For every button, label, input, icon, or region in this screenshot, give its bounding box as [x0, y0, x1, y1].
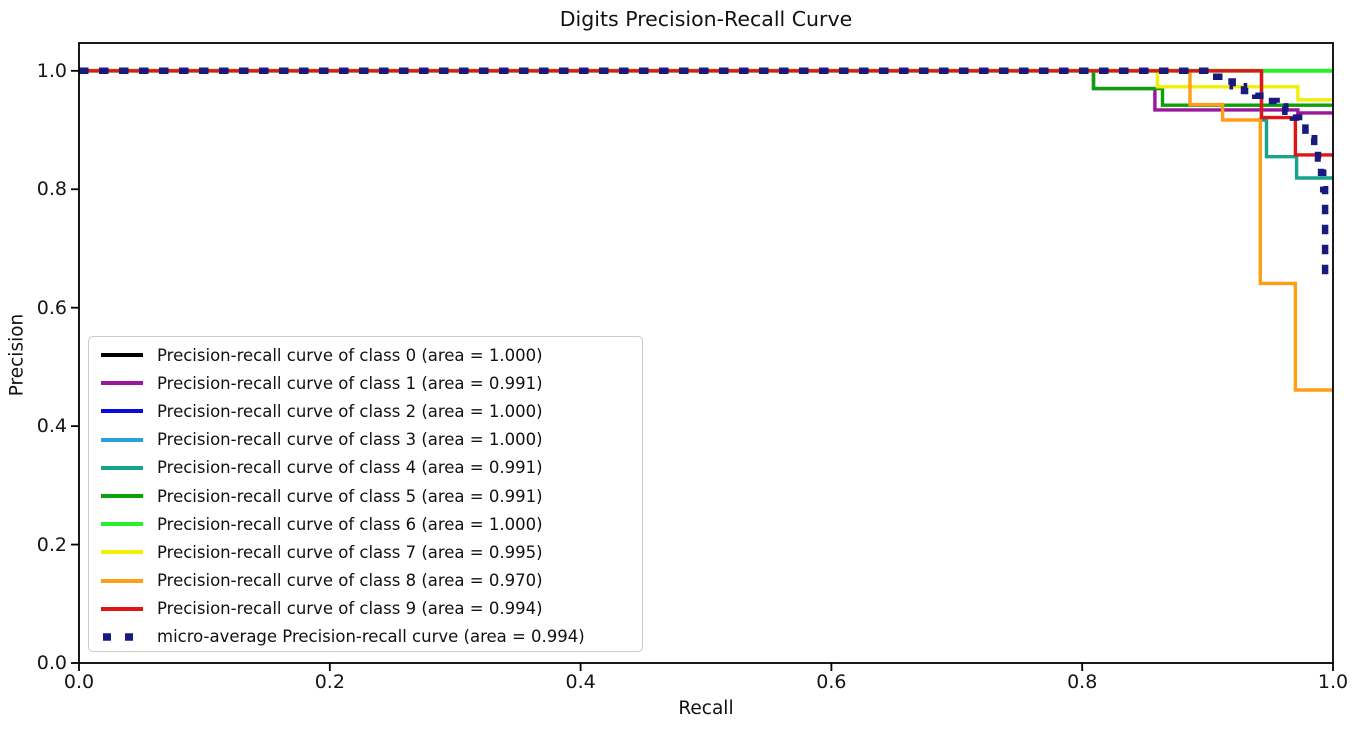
curve-class-1: [79, 69, 1333, 115]
legend-swatch-class-1: [101, 381, 143, 386]
legend-item-class-7: Precision-recall curve of class 7 (area …: [99, 538, 642, 566]
legend-item-class-8: Precision-recall curve of class 8 (area …: [99, 567, 642, 595]
curve-class-5: [79, 69, 1333, 107]
legend-swatch-class-0: [101, 353, 143, 358]
x-tick-label: 0.4: [565, 671, 596, 693]
legend-item-class-2: Precision-recall curve of class 2 (area …: [99, 397, 642, 425]
legend-swatch-class-8: [101, 578, 143, 583]
x-tick-label: 0.8: [1067, 671, 1098, 693]
curve-class-8: [79, 69, 1333, 392]
y-tick-label: 0.2: [36, 533, 67, 556]
legend-item-class-5: Precision-recall curve of class 5 (area …: [99, 482, 642, 510]
y-tick-label: 1.0: [36, 59, 67, 82]
legend-swatch-class-4: [101, 465, 143, 470]
legend-item-label: Precision-recall curve of class 8 (area …: [157, 571, 543, 591]
curve-class-7: [79, 69, 1333, 102]
x-tick-label: 0.0: [63, 671, 95, 693]
legend-item-label: Precision-recall curve of class 2 (area …: [157, 401, 543, 421]
legend-item-label: Precision-recall curve of class 1 (area …: [157, 373, 543, 393]
legend-item-class-3: Precision-recall curve of class 3 (area …: [99, 426, 642, 454]
legend-swatch-class-9: [101, 606, 143, 611]
curve-class-4: [79, 69, 1333, 180]
legend-item-class-0: Precision-recall curve of class 0 (area …: [99, 341, 642, 369]
legend-item-label: Precision-recall curve of class 0 (area …: [157, 345, 543, 365]
legend-item-label: Precision-recall curve of class 3 (area …: [157, 430, 543, 450]
legend-item-label: Precision-recall curve of class 5 (area …: [157, 486, 543, 506]
legend-item-label: micro-average Precision-recall curve (ar…: [157, 627, 585, 647]
curve-class-9: [79, 69, 1333, 157]
legend-item-class-1: Precision-recall curve of class 1 (area …: [99, 369, 642, 397]
legend-swatch-class-3: [101, 437, 143, 442]
x-axis-label: Recall: [678, 698, 734, 719]
x-tick-label: 1.0: [1317, 671, 1349, 693]
legend-item-class-6: Precision-recall curve of class 6 (area …: [99, 510, 642, 538]
legend-item-label: Precision-recall curve of class 7 (area …: [157, 542, 543, 562]
legend: Precision-recall curve of class 0 (area …: [88, 336, 643, 652]
legend-item-class-9: Precision-recall curve of class 9 (area …: [99, 595, 642, 623]
curve-micro-average: [79, 67, 1329, 276]
legend-swatch-micro-average: [103, 633, 143, 641]
x-tick-label: 0.2: [314, 671, 345, 693]
y-tick-label: 0.8: [36, 178, 67, 201]
y-tick-label: 0.4: [36, 415, 67, 438]
x-tick-label: 0.6: [816, 671, 847, 693]
legend-item-micro-average: micro-average Precision-recall curve (ar…: [99, 623, 642, 651]
legend-item-label: Precision-recall curve of class 4 (area …: [157, 458, 543, 478]
legend-swatch-class-7: [101, 550, 143, 555]
legend-swatch-class-5: [101, 494, 143, 499]
y-tick-label: 0.0: [36, 652, 67, 674]
legend-swatch-class-2: [101, 409, 143, 414]
legend-swatch-class-6: [101, 522, 143, 527]
y-tick-label: 0.6: [36, 296, 67, 319]
legend-item-class-4: Precision-recall curve of class 4 (area …: [99, 454, 642, 482]
legend-item-label: Precision-recall curve of class 6 (area …: [157, 514, 543, 534]
chart-title: Digits Precision-Recall Curve: [559, 7, 853, 31]
y-axis-label: Precision: [6, 313, 28, 397]
legend-item-label: Precision-recall curve of class 9 (area …: [157, 599, 543, 619]
axes-spines: [78, 42, 1334, 664]
